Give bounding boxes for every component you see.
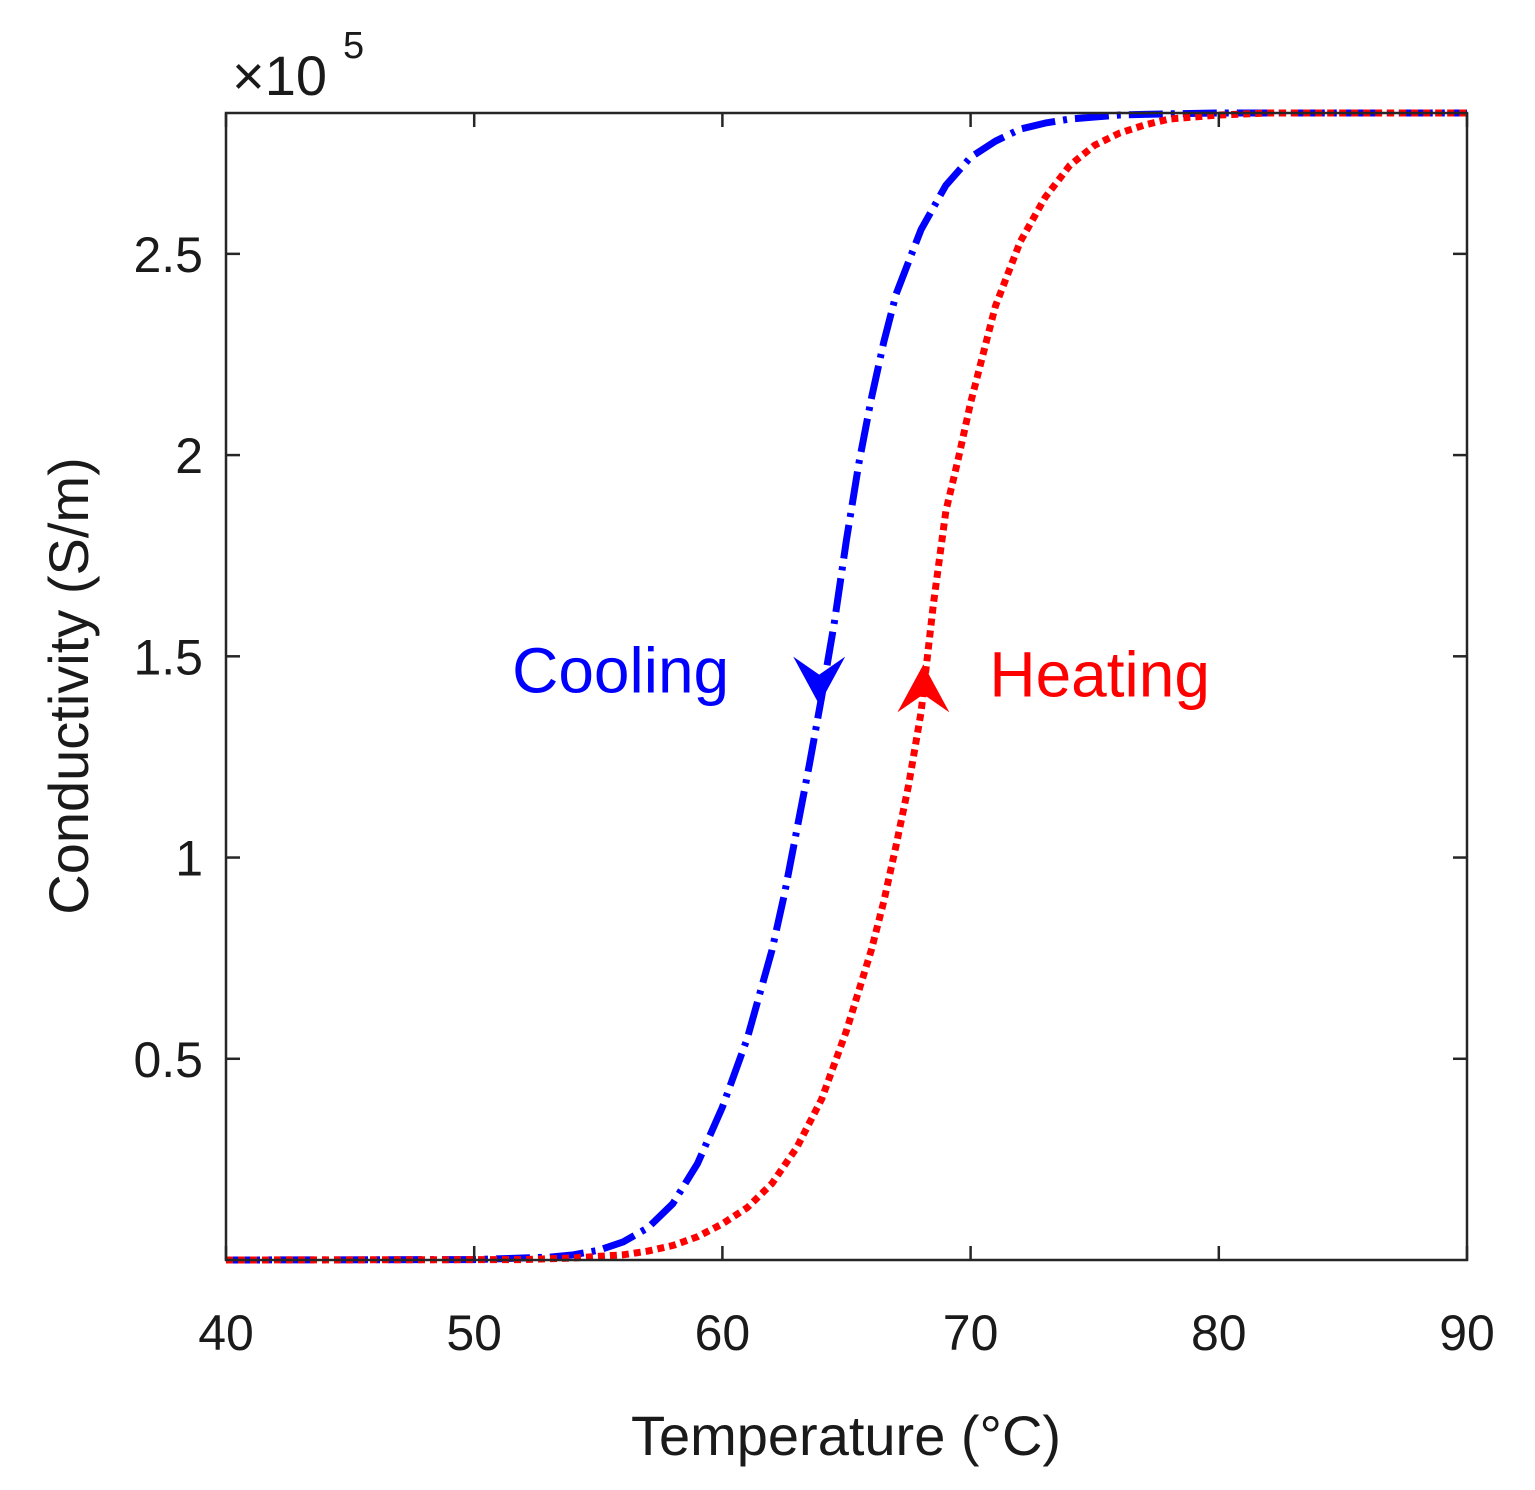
plot-area-box xyxy=(224,111,1469,1262)
series-line-cooling xyxy=(225,109,1467,1264)
y-exponent-base: ×10 xyxy=(232,44,327,107)
x-tick-label: 70 xyxy=(943,1305,999,1361)
y-tick-label: 1 xyxy=(175,831,203,887)
x-tick-label: 50 xyxy=(446,1305,502,1361)
annotation-heating: Heating xyxy=(989,639,1210,711)
x-tick-label: 90 xyxy=(1439,1305,1495,1361)
series-layer xyxy=(225,109,1467,1264)
y-tick-label: 2.5 xyxy=(133,227,203,283)
arrow-cooling xyxy=(793,656,846,705)
y-tick-label: 0.5 xyxy=(133,1032,203,1088)
series-line-heating xyxy=(225,109,1467,1264)
x-tick-label: 60 xyxy=(695,1305,751,1361)
x-axis-title: Temperature (°C) xyxy=(631,1404,1061,1467)
annotation-cooling: Cooling xyxy=(512,635,729,707)
y-axis-title: Conductivity (S/m) xyxy=(37,457,100,914)
x-tick-labels: 40 50 60 70 80 90 xyxy=(198,1305,1495,1361)
arrow-heating xyxy=(897,664,950,713)
curve-annotations: Cooling Heating xyxy=(512,635,1210,711)
x-tick-label: 80 xyxy=(1191,1305,1247,1361)
x-tick-label: 40 xyxy=(198,1305,254,1361)
y-tick-labels: 0.5 1 1.5 2 2.5 xyxy=(133,227,203,1088)
y-tick-label: 2 xyxy=(175,428,203,484)
y-exponent-power: 5 xyxy=(343,25,364,67)
y-tick-label: 1.5 xyxy=(133,629,203,685)
y-exponent-label: ×10 5 xyxy=(232,25,364,107)
arrow-layer xyxy=(793,656,950,713)
